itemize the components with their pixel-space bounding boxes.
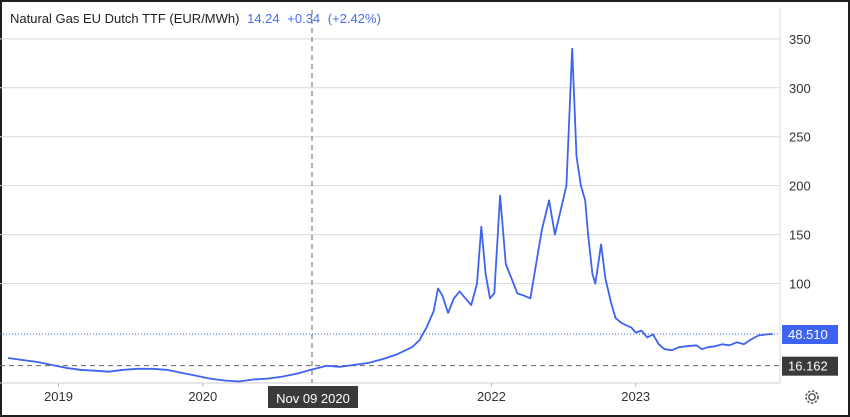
- x-tick-label: 2020: [188, 389, 217, 404]
- y-tick-label: 300: [789, 81, 811, 96]
- y-tick-label: 200: [789, 179, 811, 194]
- x-tick-label: 2022: [477, 389, 506, 404]
- axes: 100 150 200 250 300 350 2019 2020 2022 2023: [44, 32, 811, 404]
- price-series-line: [7, 47, 773, 383]
- crosshair-price-badge-text: 16.162: [788, 359, 828, 374]
- y-tick-label: 350: [789, 32, 811, 47]
- crosshair: [0, 10, 780, 383]
- y-tick-label: 150: [789, 228, 811, 243]
- price-change-percent: (+2.42%): [327, 11, 381, 26]
- grid-lines: [0, 8, 781, 384]
- last-price-badge-bg: [782, 325, 838, 345]
- series-lines: [7, 47, 773, 383]
- crosshair-date-badge-text: Nov 09 2020: [276, 391, 350, 406]
- last-price-badge-text: 48.510: [788, 327, 828, 342]
- crosshair-date-badge: Nov 09 2020: [268, 386, 358, 408]
- price-badges: 48.510 16.162 Nov 09 2020: [268, 325, 838, 408]
- last-price-quote: 14.24: [247, 11, 280, 26]
- x-tick-label: 2019: [44, 389, 73, 404]
- crosshair-price-badge: 16.162: [782, 356, 838, 376]
- crosshair-price-badge-bg: [782, 356, 838, 376]
- y-tick-label: 100: [789, 277, 811, 292]
- crosshair-date-badge-bg: [268, 386, 358, 408]
- x-tick-label: 2023: [621, 389, 650, 404]
- chart-title: Natural Gas EU Dutch TTF (EUR/MWh): [10, 11, 240, 26]
- gear-icon[interactable]: [803, 388, 821, 406]
- y-tick-label: 250: [789, 130, 811, 145]
- last-price-badge: 48.510: [782, 325, 838, 345]
